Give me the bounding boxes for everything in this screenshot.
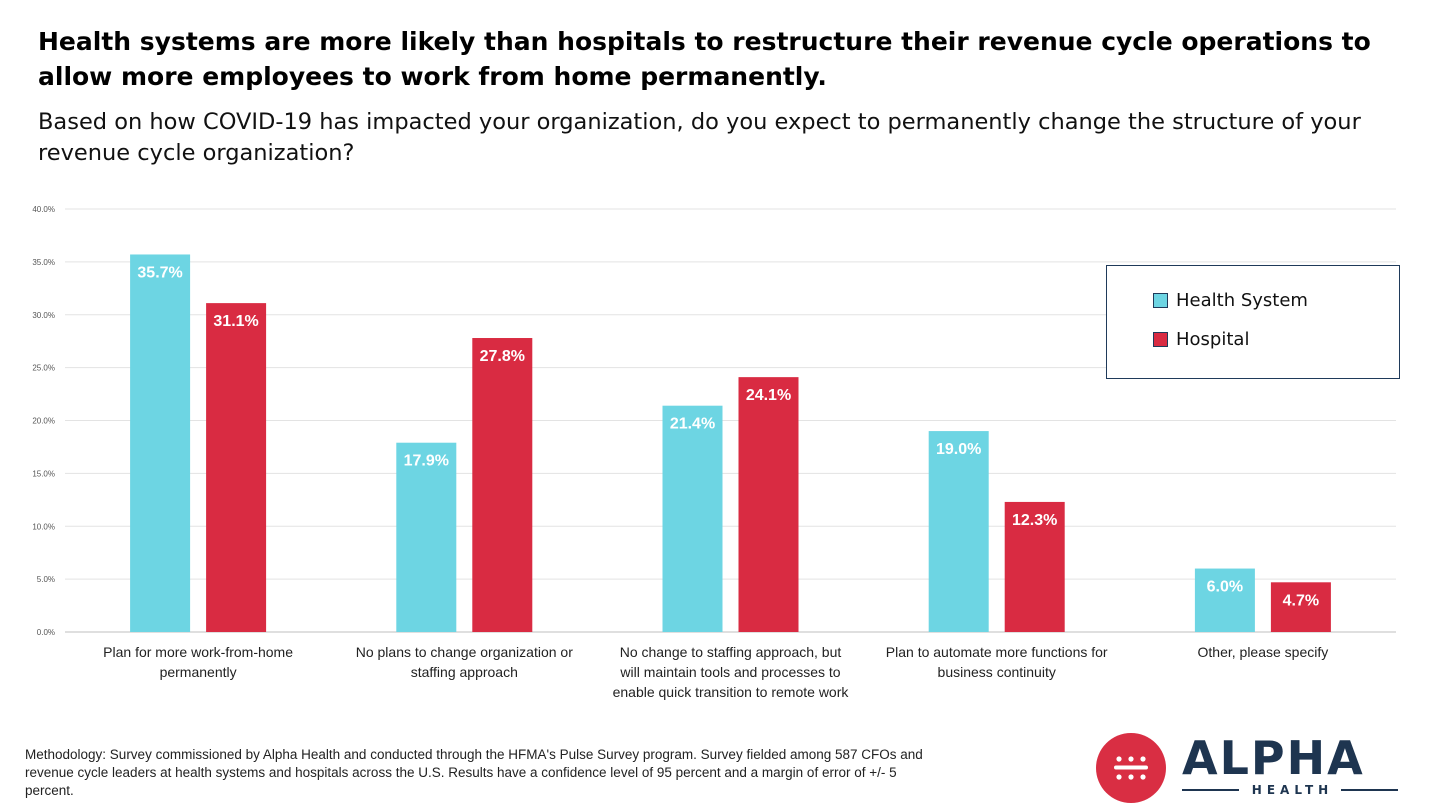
bar-chart: 0.0% 5.0% 10.0% 15.0% 20.0% 25.0% 30.0% 35.0% 40… [32,205,1396,700]
x-category-label: Other, please specify [1198,644,1329,660]
methodology-note: Methodology: Survey commissioned by Alph… [25,747,923,798]
data-label: 35.7% [137,264,182,281]
x-category-label: enable quick transition to remote work [613,684,850,700]
bar-health-system [1194,568,1255,632]
x-category-label: staffing approach [411,664,518,680]
x-category-label: Plan to automate more functions for [886,644,1108,660]
legend-swatch-health-system [1153,293,1168,308]
logo-subtext: HEALTH [1251,783,1334,797]
y-tick-label: 5.0% [37,575,55,584]
x-category-label: No plans to change organization or [356,644,573,660]
bar-health-system [396,442,457,632]
legend-item-hospital: Hospital [1153,329,1249,350]
x-category-label: No change to staffing approach, but [620,644,842,660]
data-label: 19.0% [936,441,981,458]
logo-rule-right [1341,789,1399,791]
x-category-label: permanently [160,664,237,680]
y-tick-label: 20.0% [32,417,55,426]
y-tick-label: 35.0% [32,258,55,267]
data-label: 27.8% [480,348,525,365]
logo-mark-icon [1096,733,1166,803]
chart-title: Health systems are more likely than hosp… [38,27,1371,91]
y-tick-label: 15.0% [32,469,55,478]
data-label: 21.4% [670,416,715,433]
legend-item-health-system: Health System [1153,290,1308,311]
x-category-label: business continuity [938,664,1056,680]
x-category-label: will maintain tools and processes to [619,664,840,680]
y-tick-label: 40.0% [32,205,55,214]
logo-rule-left [1182,789,1239,791]
y-tick-label: 0.0% [37,628,55,637]
data-label: 31.1% [213,313,258,330]
y-tick-label: 10.0% [32,522,55,531]
chart-subtitle: Based on how COVID-19 has impacted your … [38,109,1361,166]
bar-hospital [738,377,799,632]
chart-legend: Health System Hospital [1106,265,1400,379]
logo-wordmark: ALPHA [1182,731,1365,785]
bar-hospital [1004,501,1065,632]
y-tick-label: 30.0% [32,311,55,320]
legend-label-hospital: Hospital [1176,329,1250,350]
x-category-label: Plan for more work-from-home [103,644,293,660]
bar-hospital [1270,582,1331,632]
legend-swatch-hospital [1153,332,1168,347]
data-label: 4.7% [1283,592,1319,609]
data-label: 24.1% [746,387,791,404]
data-label: 6.0% [1207,579,1243,596]
logo-subtitle: HEALTH [1182,782,1399,798]
y-tick-label: 25.0% [32,364,55,373]
bar-hospital [472,338,533,632]
bar-health-system [928,431,989,632]
data-label: 17.9% [404,453,449,470]
legend-label-health-system: Health System [1176,290,1308,311]
bar-health-system [662,405,723,632]
bar-health-system [130,254,191,632]
bar-hospital [206,303,267,632]
data-label: 12.3% [1012,512,1057,529]
alpha-health-logo: ALPHA HEALTH [1094,731,1404,803]
